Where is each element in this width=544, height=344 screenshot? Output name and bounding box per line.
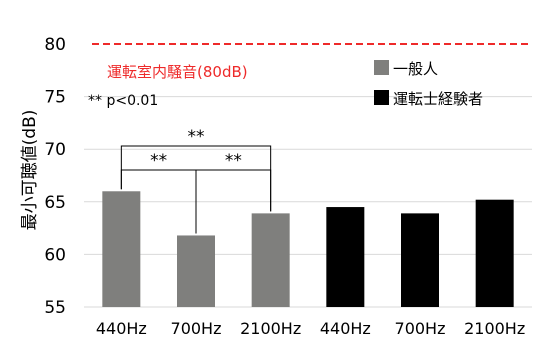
grid-lines (84, 96, 532, 308)
y-tick-label: 70 (44, 140, 66, 160)
bar (401, 213, 439, 307)
significance-label: ** (188, 127, 205, 147)
legend: 一般人 運転士経験者 (374, 60, 483, 108)
y-tick-label: 60 (44, 245, 66, 265)
x-tick-label: 700Hz (171, 319, 222, 338)
legend-label-experienced: 運転士経験者 (393, 90, 483, 108)
significance-note: ** p<0.01 (88, 93, 158, 109)
y-axis-label: 最小可聴値(dB) (20, 110, 40, 231)
x-tick-label: 2100Hz (464, 319, 525, 338)
bar (326, 207, 365, 307)
reference-line-label: 運転室内騒音(80dB) (107, 63, 248, 81)
x-tick-label: 440Hz (96, 319, 147, 338)
legend-swatch-general (374, 60, 389, 75)
legend-label-general: 一般人 (393, 60, 438, 78)
bar (475, 199, 514, 307)
y-tick-label: 80 (44, 35, 66, 55)
y-tick-labels: 55 60 65 70 75 80 (44, 35, 66, 318)
y-tick-label: 65 (44, 193, 66, 213)
significance-label: ** (225, 151, 242, 171)
x-tick-label: 700Hz (395, 319, 446, 338)
x-tick-label: 440Hz (320, 319, 371, 338)
x-tick-labels: 440Hz 700Hz 2100Hz 440Hz 700Hz 2100Hz (96, 319, 525, 338)
legend-swatch-experienced (374, 90, 389, 105)
bars (102, 191, 514, 307)
significance-bracket (120, 145, 272, 212)
bar (251, 213, 290, 307)
significance-label: ** (150, 151, 167, 171)
y-tick-label: 55 (44, 298, 66, 318)
bar (102, 191, 141, 307)
bar (177, 235, 215, 307)
x-tick-label: 2100Hz (240, 319, 301, 338)
significance-brackets: ** ** ** (120, 127, 272, 234)
y-tick-label: 75 (44, 88, 66, 108)
